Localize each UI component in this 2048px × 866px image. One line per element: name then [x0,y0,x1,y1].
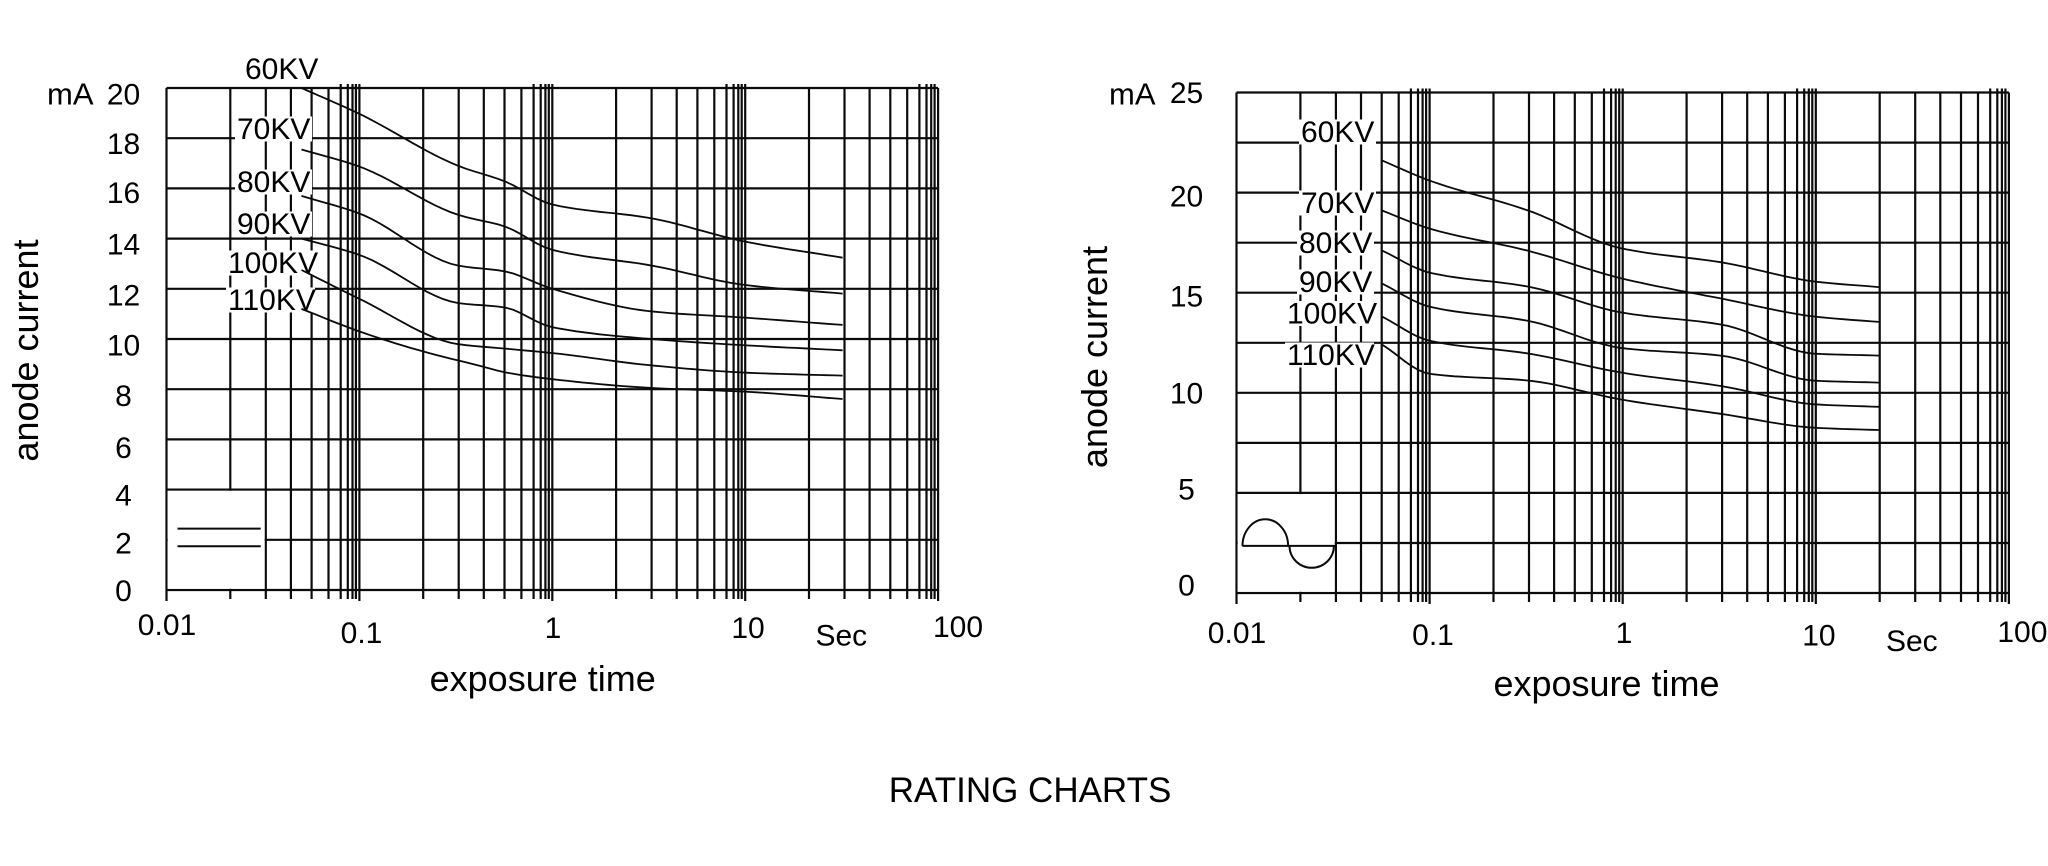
svg-text:80KV: 80KV [1299,227,1372,260]
svg-text:RATING CHARTS: RATING CHARTS [889,771,1172,810]
svg-text:mA: mA [47,77,94,112]
svg-text:Sec: Sec [815,620,867,653]
svg-text:0: 0 [115,575,132,608]
svg-text:exposure time: exposure time [430,658,656,699]
svg-text:100: 100 [1997,616,2047,649]
svg-text:20: 20 [107,79,140,112]
svg-text:10: 10 [1170,378,1203,411]
svg-text:18: 18 [107,128,140,161]
svg-text:0.1: 0.1 [1412,619,1454,652]
svg-text:10: 10 [107,330,140,363]
svg-text:110KV: 110KV [1287,339,1375,372]
svg-text:5: 5 [1178,474,1195,507]
svg-text:8: 8 [115,380,132,413]
svg-text:6: 6 [115,432,132,465]
svg-text:10: 10 [731,612,764,645]
svg-text:100KV: 100KV [1287,298,1377,331]
svg-text:Sec: Sec [1886,625,1938,658]
svg-text:10: 10 [1802,620,1835,653]
svg-text:0.1: 0.1 [341,617,383,650]
svg-text:70KV: 70KV [237,113,310,146]
svg-text:60KV: 60KV [1301,116,1374,149]
svg-text:60KV: 60KV [245,53,318,86]
svg-text:2: 2 [115,528,132,561]
svg-text:20: 20 [1170,180,1203,213]
svg-text:4: 4 [115,479,132,512]
svg-text:100: 100 [933,611,983,644]
svg-text:110KV: 110KV [228,284,316,317]
svg-text:0: 0 [1178,570,1195,603]
svg-text:1: 1 [545,612,562,645]
svg-text:0.01: 0.01 [138,609,196,642]
svg-text:14: 14 [107,228,140,261]
svg-text:mA: mA [1109,77,1156,112]
svg-text:80KV: 80KV [237,166,310,199]
svg-text:12: 12 [107,280,140,313]
svg-text:70KV: 70KV [1301,187,1374,220]
svg-text:100KV: 100KV [228,247,318,280]
svg-text:90KV: 90KV [1299,266,1372,299]
svg-text:0.01: 0.01 [1208,617,1266,650]
svg-text:90KV: 90KV [237,208,310,241]
svg-text:anode current: anode current [1074,246,1115,468]
svg-text:16: 16 [107,177,140,210]
svg-text:exposure time: exposure time [1493,663,1719,704]
svg-text:1: 1 [1616,617,1633,650]
svg-text:anode current: anode current [5,239,46,461]
svg-text:25: 25 [1170,77,1203,110]
svg-text:15: 15 [1170,280,1203,313]
